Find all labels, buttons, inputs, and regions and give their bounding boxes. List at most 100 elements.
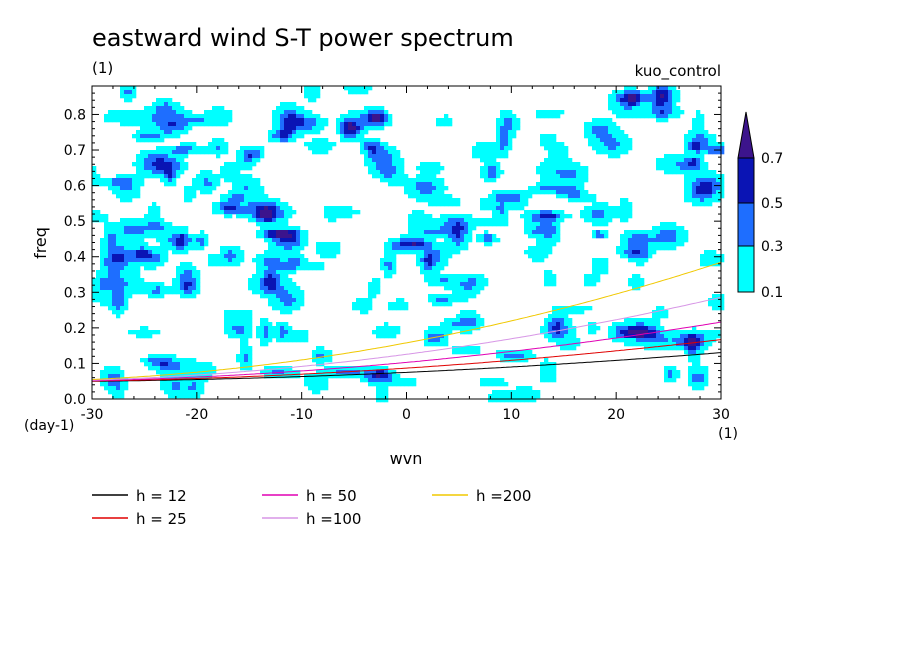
contour-cell <box>228 194 233 199</box>
contour-cell <box>260 214 265 219</box>
contour-cell <box>400 238 405 243</box>
contour-cell <box>424 214 429 219</box>
contour-cell <box>148 230 153 235</box>
contour-cell <box>704 142 709 147</box>
contour-cell <box>104 386 109 391</box>
contour-cell <box>580 210 585 215</box>
contour-cell <box>708 134 713 139</box>
contour-cell <box>652 238 657 243</box>
contour-cell <box>624 98 629 103</box>
contour-cell <box>492 382 497 387</box>
contour-cell <box>196 378 201 383</box>
contour-cell <box>160 234 165 239</box>
contour-cell <box>404 242 409 247</box>
contour-cell <box>168 154 173 159</box>
contour-cell <box>556 178 561 183</box>
contour-cell <box>600 258 605 263</box>
contour-cell <box>276 258 281 263</box>
contour-cell <box>104 118 109 123</box>
contour-cell <box>260 294 265 299</box>
contour-cell <box>676 370 681 375</box>
contour-cell <box>564 186 569 191</box>
contour-cell <box>112 254 117 259</box>
contour-cell <box>292 302 297 307</box>
contour-cell <box>692 362 697 367</box>
contour-cell <box>420 182 425 187</box>
contour-cell <box>548 218 553 223</box>
contour-cell <box>192 114 197 119</box>
contour-cell <box>280 294 285 299</box>
contour-cell <box>448 286 453 291</box>
contour-cell <box>304 86 309 91</box>
contour-cell <box>288 262 293 267</box>
contour-cell <box>468 322 473 327</box>
contour-cell <box>236 210 241 215</box>
contour-cell <box>432 294 437 299</box>
contour-cell <box>300 134 305 139</box>
contour-cell <box>364 114 369 119</box>
contour-cell <box>648 230 653 235</box>
contour-cell <box>352 210 357 215</box>
contour-cell <box>620 214 625 219</box>
contour-cell <box>276 210 281 215</box>
contour-cell <box>328 246 333 251</box>
contour-cell <box>592 282 597 287</box>
contour-cell <box>656 106 661 111</box>
contour-cell <box>712 146 717 151</box>
contour-cell <box>316 378 321 383</box>
contour-cell <box>180 290 185 295</box>
contour-cell <box>548 166 553 171</box>
contour-cell <box>472 226 477 231</box>
contour-cell <box>376 158 381 163</box>
contour-cell <box>488 194 493 199</box>
contour-cell <box>212 210 217 215</box>
contour-cell <box>700 258 705 263</box>
contour-cell <box>576 182 581 187</box>
contour-cell <box>156 290 161 295</box>
contour-cell <box>356 210 361 215</box>
contour-cell <box>504 190 509 195</box>
contour-cell <box>116 298 121 303</box>
contour-cell <box>280 130 285 135</box>
contour-cell <box>436 226 441 231</box>
contour-cell <box>136 194 141 199</box>
contour-cell <box>712 138 717 143</box>
contour-cell <box>504 222 509 227</box>
contour-cell <box>532 218 537 223</box>
contour-cell <box>380 394 385 399</box>
contour-cell <box>288 302 293 307</box>
contour-cell <box>92 286 97 291</box>
contour-cell <box>156 122 161 127</box>
contour-cell <box>596 134 601 139</box>
contour-cell <box>120 222 125 227</box>
contour-cell <box>348 126 353 131</box>
contour-cell <box>632 234 637 239</box>
contour-cell <box>548 154 553 159</box>
contour-cell <box>124 110 129 115</box>
contour-cell <box>552 274 557 279</box>
contour-cell <box>156 210 161 215</box>
contour-cell <box>152 122 157 127</box>
contour-cell <box>256 278 261 283</box>
contour-cell <box>276 322 281 327</box>
contour-cell <box>384 118 389 123</box>
contour-cell <box>300 242 305 247</box>
contour-cell <box>280 374 285 379</box>
contour-cell <box>468 314 473 319</box>
contour-cell <box>400 166 405 171</box>
contour-cell <box>704 250 709 255</box>
contour-cell <box>224 146 229 151</box>
contour-cell <box>692 150 697 155</box>
contour-cell <box>552 278 557 283</box>
contour-cell <box>460 346 465 351</box>
contour-cell <box>644 98 649 103</box>
contour-cell <box>444 322 449 327</box>
contour-cell <box>144 290 149 295</box>
contour-cell <box>620 242 625 247</box>
contour-cell <box>236 254 241 259</box>
contour-cell <box>248 202 253 207</box>
contour-cell <box>232 162 237 167</box>
contour-cell <box>588 274 593 279</box>
contour-cell <box>312 98 317 103</box>
contour-cell <box>120 86 125 91</box>
